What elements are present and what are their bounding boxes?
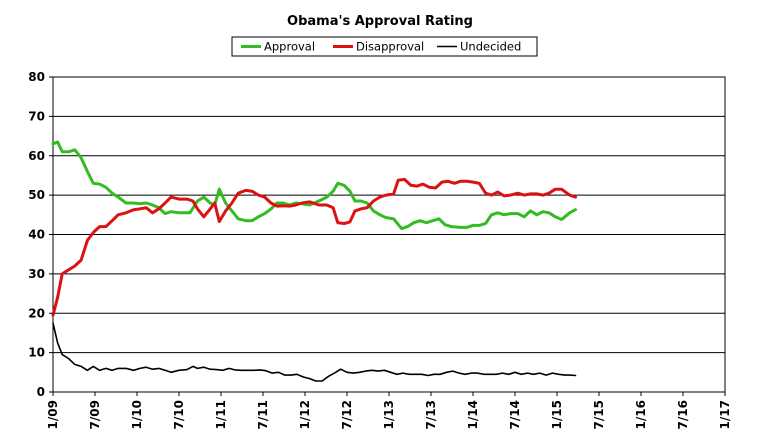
legend-box: [231, 36, 538, 57]
x-tick-label: 7/09: [88, 400, 102, 429]
legend-label-disapproval: Disapproval: [356, 40, 424, 54]
y-tick-label: 70: [28, 109, 45, 123]
x-tick-label: 7/12: [340, 400, 354, 429]
legend-label-undecided: Undecided: [460, 40, 521, 54]
x-tick-label: 1/14: [466, 400, 480, 429]
y-tick-label: 30: [28, 267, 45, 281]
x-tick-label: 1/16: [634, 400, 648, 429]
y-tick-label: 10: [28, 346, 45, 360]
x-tick-label: 1/17: [718, 400, 732, 429]
plot-area: [51, 76, 726, 393]
series-line-disapproval: [51, 177, 577, 317]
y-tick-label: 20: [28, 306, 45, 320]
legend: Approval Disapproval Undecided: [231, 36, 538, 57]
chart-title: Obama's Approval Rating: [287, 14, 473, 29]
series-line-undecided: [52, 322, 577, 382]
x-tick-label: 7/10: [172, 400, 186, 429]
x-tick-label: 1/12: [298, 400, 312, 429]
y-tick-label: 80: [28, 70, 45, 84]
x-tick-label: 7/11: [256, 400, 270, 429]
series-lines: [51, 140, 577, 382]
x-tick-label: 7/14: [508, 400, 522, 429]
y-axis: 0 10 20 30 40 50 60 70 80: [28, 70, 53, 399]
x-tick-label: 7/13: [424, 400, 438, 429]
y-tick-label: 60: [28, 149, 45, 163]
x-axis: 1/09 7/09 1/10 7/10 1/11 7/11 1/12 7/12 1/13 7/13…: [46, 392, 732, 429]
y-tick-label: 50: [28, 188, 45, 202]
x-tick-label: 7/16: [676, 400, 690, 429]
legend-label-approval: Approval: [264, 40, 315, 54]
x-tick-label: 1/10: [130, 400, 144, 429]
x-tick-label: 1/13: [382, 400, 396, 429]
y-tick-label: 40: [28, 228, 45, 242]
y-tick-label: 0: [37, 385, 45, 399]
x-tick-label: 1/11: [214, 400, 228, 429]
x-tick-label: 1/09: [46, 400, 60, 429]
x-tick-label: 1/15: [550, 400, 564, 429]
x-tick-label: 7/15: [592, 400, 606, 429]
